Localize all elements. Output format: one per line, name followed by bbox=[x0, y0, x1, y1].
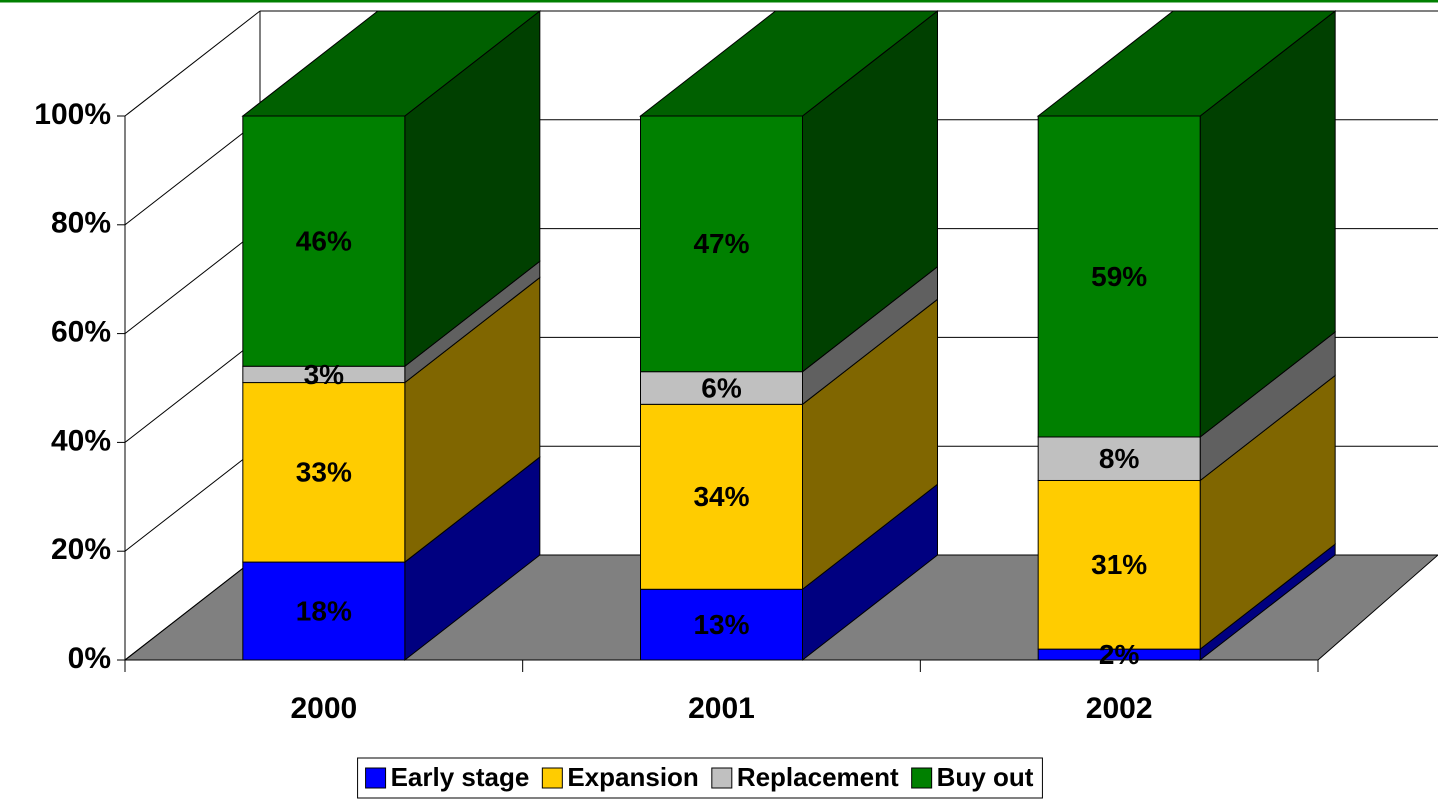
bar bbox=[640, 115, 803, 373]
bar bbox=[242, 382, 406, 563]
data-label: 33% bbox=[296, 457, 352, 488]
data-label: 31% bbox=[1091, 549, 1147, 580]
bar bbox=[242, 561, 406, 661]
x-tick-label: 2001 bbox=[688, 692, 755, 725]
bar bbox=[1037, 436, 1201, 481]
grid-line bbox=[124, 10, 261, 117]
y-tick-label: 100% bbox=[34, 98, 111, 131]
data-label: 18% bbox=[296, 595, 352, 626]
data-label: 2% bbox=[1099, 639, 1140, 670]
data-label: 13% bbox=[693, 609, 749, 640]
y-tick-label: 0% bbox=[68, 642, 111, 675]
x-tick-label: 2000 bbox=[290, 692, 357, 725]
bar bbox=[242, 115, 406, 367]
legend-label: Early stage bbox=[391, 762, 530, 792]
grid-line bbox=[124, 228, 261, 334]
legend-swatch bbox=[911, 767, 933, 789]
bar bbox=[640, 371, 803, 405]
legend-label: Buy out bbox=[937, 762, 1034, 792]
bar bbox=[1037, 479, 1201, 650]
grid-line bbox=[124, 119, 261, 226]
y-tick-label: 80% bbox=[51, 207, 111, 240]
y-tick-label: 40% bbox=[51, 424, 111, 457]
bar bbox=[640, 588, 803, 661]
data-label: 47% bbox=[693, 228, 749, 259]
data-label: 6% bbox=[701, 372, 742, 403]
data-label: 8% bbox=[1099, 443, 1140, 474]
legend-swatch bbox=[711, 767, 733, 789]
data-label: 59% bbox=[1091, 261, 1147, 292]
data-label: 3% bbox=[304, 359, 345, 390]
legend-label: Expansion bbox=[567, 762, 698, 792]
data-label: 34% bbox=[693, 481, 749, 512]
bar bbox=[640, 403, 803, 590]
grid-line bbox=[124, 554, 261, 661]
y-tick-label: 20% bbox=[51, 533, 111, 566]
bar bbox=[1037, 115, 1201, 438]
grid-line bbox=[124, 445, 261, 552]
legend-swatch bbox=[365, 767, 387, 789]
legend-label: Replacement bbox=[737, 762, 899, 792]
x-tick-label: 2002 bbox=[1086, 692, 1153, 725]
y-tick-label: 60% bbox=[51, 316, 111, 349]
legend-swatch bbox=[541, 767, 563, 789]
data-label: 46% bbox=[296, 226, 352, 257]
grid-line bbox=[124, 337, 261, 443]
